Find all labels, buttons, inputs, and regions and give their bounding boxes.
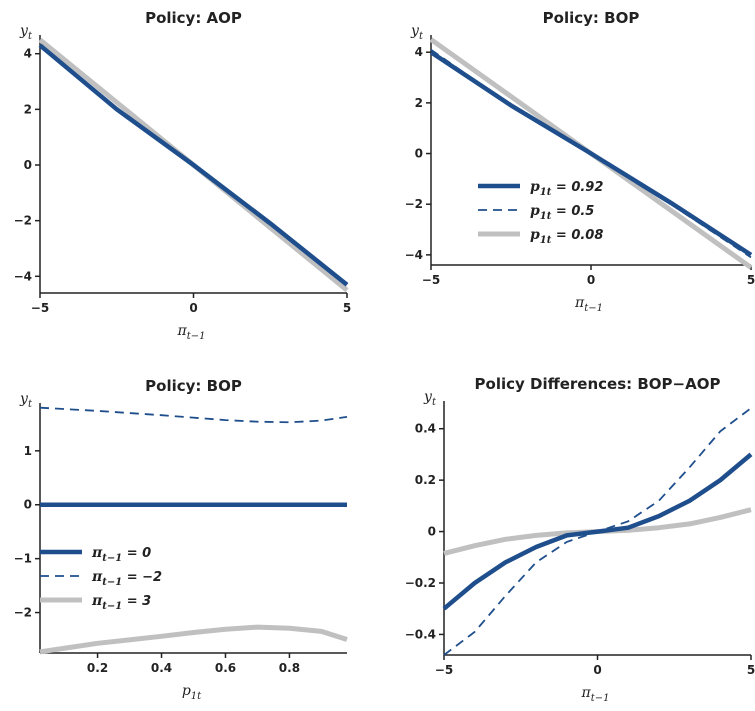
x-axis-label: πt−1 bbox=[177, 323, 206, 342]
legend-label: πt−1 = 0 bbox=[91, 545, 151, 564]
y-tick-label: −0.2 bbox=[405, 576, 436, 590]
y-tick-label: 1 bbox=[24, 444, 32, 458]
panel-br: Policy Differences: BOP−AOP −0.4 −0.2 0 0.2 0… bbox=[405, 375, 755, 704]
chart-title: Policy: BOP bbox=[543, 9, 640, 27]
y-tick-label: 0 bbox=[24, 158, 32, 172]
y-tick-label: 2 bbox=[24, 102, 32, 116]
x-tick-label: 5 bbox=[747, 663, 755, 677]
y-tick-label: −2 bbox=[14, 214, 32, 228]
x-tick-label: −5 bbox=[422, 273, 440, 287]
y-tick-label: −1 bbox=[14, 552, 32, 566]
series-line-dash bbox=[39, 406, 348, 424]
y-tick-label: 0 bbox=[415, 147, 423, 161]
legend-label: p1t = 0.5 bbox=[530, 203, 594, 222]
y-tick-label: 0.4 bbox=[415, 422, 436, 436]
x-tick-label: 0.4 bbox=[151, 661, 172, 675]
y-tick-label: −0.4 bbox=[405, 627, 436, 641]
x-tick-label: 0.6 bbox=[215, 661, 236, 675]
x-tick-label: 0.8 bbox=[279, 661, 300, 675]
y-tick-label: −4 bbox=[405, 248, 423, 262]
x-axis-label: πt−1 bbox=[574, 295, 603, 314]
legend-label: p1t = 0.08 bbox=[530, 227, 603, 246]
panel-bl: Policy: BOP −2 −1 0 1 0.2 0.4 0.6 0.8 yt p1t πt−1 =… bbox=[14, 377, 348, 702]
chart-title: Policy Differences: BOP−AOP bbox=[475, 375, 721, 393]
x-tick-label: −5 bbox=[31, 301, 49, 315]
x-tick-label: 0 bbox=[189, 301, 197, 315]
y-tick-label: 4 bbox=[24, 47, 32, 61]
x-axis-label: πt−1 bbox=[581, 685, 610, 704]
legend: πt−1 = 0 πt−1 = −2 πt−1 = 3 bbox=[40, 545, 162, 612]
x-tick-label: 0 bbox=[593, 663, 601, 677]
y-tick-label: 2 bbox=[415, 96, 423, 110]
y-axis-label: yt bbox=[423, 389, 437, 408]
legend: p1t = 0.92 p1t = 0.5 p1t = 0.08 bbox=[478, 179, 603, 246]
legend-label: p1t = 0.92 bbox=[530, 179, 603, 198]
chart-title: Policy: AOP bbox=[145, 9, 242, 27]
x-axis-label: p1t bbox=[182, 683, 202, 702]
y-axis-label: yt bbox=[19, 23, 33, 42]
y-tick-label: 4 bbox=[415, 45, 423, 59]
legend-label: πt−1 = 3 bbox=[91, 593, 151, 612]
x-tick-label: 0.2 bbox=[87, 661, 108, 675]
y-tick-label: 0.2 bbox=[415, 473, 436, 487]
y-tick-label: −2 bbox=[405, 197, 423, 211]
y-tick-label: 0 bbox=[428, 525, 436, 539]
x-tick-label: 0 bbox=[587, 273, 595, 287]
x-tick-label: 5 bbox=[747, 273, 755, 287]
panel-tl: Policy: AOP −4 −2 0 2 4 −5 0 5 yt πt−1 bbox=[14, 9, 352, 342]
series-line-navy bbox=[429, 50, 753, 257]
chart-title: Policy: BOP bbox=[145, 377, 242, 395]
y-tick-label: −2 bbox=[14, 606, 32, 620]
x-tick-label: 5 bbox=[343, 301, 351, 315]
x-tick-label: −5 bbox=[435, 663, 453, 677]
series-line-navy bbox=[442, 452, 753, 611]
series-line-navy bbox=[38, 43, 349, 287]
series-line-gray bbox=[39, 624, 348, 655]
legend-label: πt−1 = −2 bbox=[91, 569, 162, 588]
y-axis-label: yt bbox=[19, 391, 33, 410]
y-axis-label: yt bbox=[410, 23, 424, 42]
y-tick-label: −4 bbox=[14, 269, 32, 283]
y-tick-label: 0 bbox=[24, 498, 32, 512]
